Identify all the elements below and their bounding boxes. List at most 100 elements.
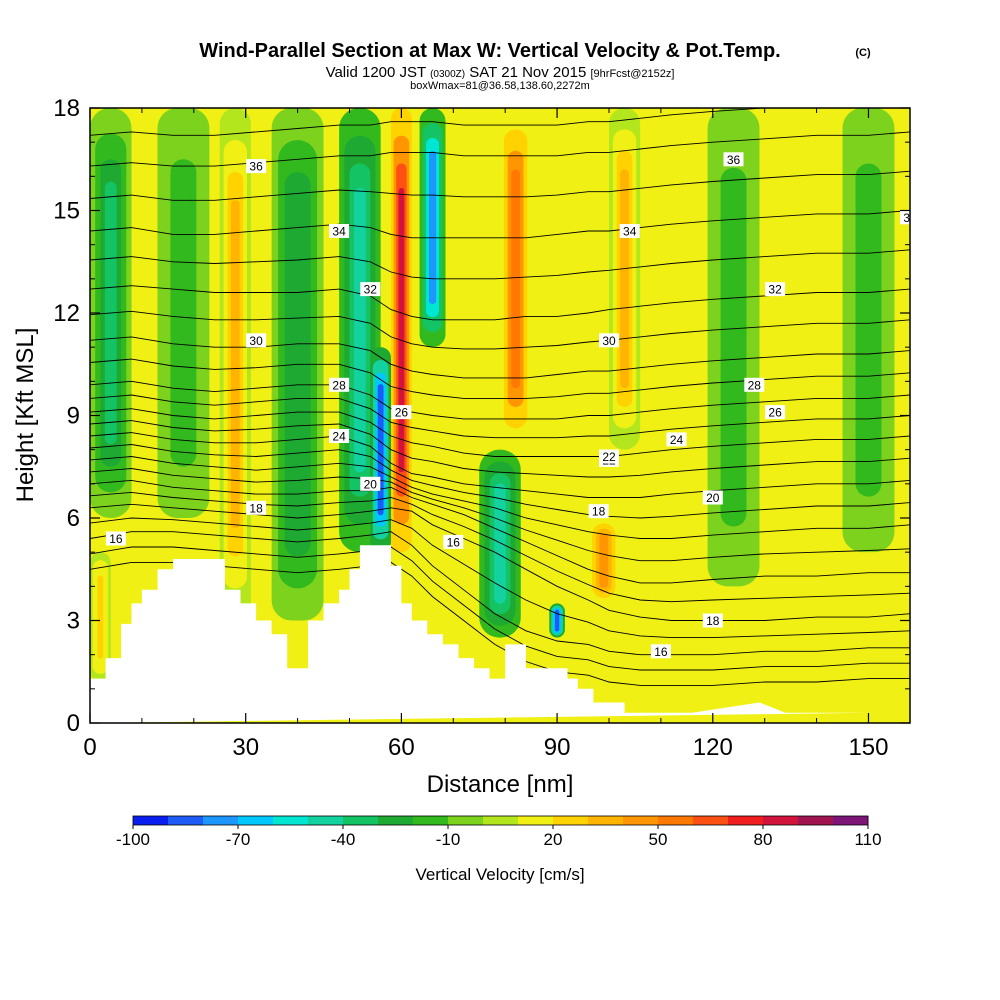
contour-label-box xyxy=(900,210,910,225)
x-tick-label: 150 xyxy=(848,734,888,761)
contour-label-box xyxy=(702,613,723,628)
velocity-downdraft-band xyxy=(377,384,384,516)
y-tick-label: 15 xyxy=(53,198,80,225)
isentrope-22 xyxy=(90,456,910,539)
colorbar-swatch xyxy=(133,816,169,825)
chart-title: Wind-Parallel Section at Max W: Vertical… xyxy=(199,40,780,62)
subtitle-zulu: (0300Z) xyxy=(430,69,465,80)
colorbar-swatch xyxy=(483,816,519,825)
contour-label: 28 xyxy=(329,377,350,392)
colorbar-swatch xyxy=(588,816,624,825)
contour-label-text: 16 xyxy=(654,645,668,659)
y-tick-label: 0 xyxy=(67,710,80,737)
contour-label: 36 xyxy=(246,159,267,174)
colorbar-swatch xyxy=(343,816,379,825)
contour-label: 20 xyxy=(360,476,381,491)
subtitle-date: SAT 21 Nov 2015 xyxy=(469,64,586,81)
isentrope-14 xyxy=(90,561,910,686)
contour-label-text: 36 xyxy=(727,153,741,167)
y-tick-label: 9 xyxy=(67,403,80,430)
colorbar-swatch xyxy=(833,816,869,825)
colorbar: -100 -70 -40 -10 20 50 80 110 xyxy=(116,815,882,849)
contour-label: 30 xyxy=(599,333,619,348)
chart-subtitle-box: boxWmax=81@36.58,138.60,2272m xyxy=(410,80,590,92)
contour-label-box xyxy=(765,282,786,297)
contour-label: 36 xyxy=(723,152,744,167)
contour-label: 18 xyxy=(246,500,267,515)
contour-label: 16 xyxy=(443,534,464,549)
x-tick-label: 30 xyxy=(232,734,259,761)
isentrope-31 xyxy=(90,310,910,350)
contour-label: 18 xyxy=(588,504,609,519)
colorbar-tick-label: -70 xyxy=(226,830,251,849)
terrain-mask xyxy=(90,545,869,723)
contour-label: 18 xyxy=(702,613,723,628)
contour-label-box xyxy=(329,429,350,443)
chart-title-block: Wind-Parallel Section at Max W: Vertical… xyxy=(199,40,871,92)
x-axis-label: Distance [nm] xyxy=(427,771,574,798)
velocity-updraft-band xyxy=(511,169,520,389)
colorbar-swatch xyxy=(763,816,799,825)
velocity-downdraft-band xyxy=(726,194,741,501)
contour-label: 20 xyxy=(702,490,723,505)
isentrope-34 xyxy=(90,210,910,239)
isentrope-17 xyxy=(90,517,910,639)
contour-label-text: 20 xyxy=(364,477,378,491)
contour-label-box xyxy=(599,333,619,348)
colorbar-tick-label: 50 xyxy=(649,830,668,849)
velocity-downdraft-band xyxy=(861,187,876,473)
contour-label-text: 22 xyxy=(602,450,616,464)
plot-area: 3634323028262422201816363434323028262422… xyxy=(90,108,917,723)
contour-label-text: 32 xyxy=(364,283,378,297)
x-tick-label: 0 xyxy=(83,734,96,761)
colorbar-swatch xyxy=(658,816,694,825)
contour-label-box xyxy=(391,405,412,420)
colorbar-swatch xyxy=(553,816,589,825)
x-tick-label: 120 xyxy=(693,734,733,761)
y-tick-label: 6 xyxy=(67,505,80,532)
contour-label-text: 18 xyxy=(249,501,263,515)
contour-label-text: 34 xyxy=(332,225,346,239)
contour-label: 24 xyxy=(666,432,687,447)
colorbar-swatch xyxy=(308,816,344,825)
contour-label: 32 xyxy=(765,282,786,297)
contour-label: 34 xyxy=(900,210,917,225)
contour-label-box xyxy=(588,504,609,519)
colorbar-tick-label: -10 xyxy=(436,830,461,849)
isentrope-24 xyxy=(90,432,910,498)
colorbar-swatch xyxy=(273,816,309,825)
velocity-downdraft-band xyxy=(494,483,506,604)
contour-label-text: 30 xyxy=(602,334,616,348)
contour-label-box xyxy=(329,377,350,392)
colorbar-label: Vertical Velocity [cm/s] xyxy=(415,865,584,884)
contour-label-text: 28 xyxy=(748,378,762,392)
y-tick-label: 12 xyxy=(53,300,80,327)
y-axis-label: Height [Kft MSL] xyxy=(12,328,39,503)
contour-label-text: 32 xyxy=(768,283,782,297)
colorbar-swatch xyxy=(448,816,484,825)
contour-label-text: 36 xyxy=(249,160,263,174)
colorbar-swatch xyxy=(238,816,274,825)
isentrope-26 xyxy=(90,408,910,457)
contour-label-box xyxy=(650,644,671,659)
colorbar-tick-label: 80 xyxy=(754,830,773,849)
contour-label-box xyxy=(666,432,687,447)
velocity-updraft-band xyxy=(230,200,240,529)
contour-label-text: 16 xyxy=(109,532,123,546)
isentrope-32 xyxy=(90,285,910,321)
contour-label-box xyxy=(105,531,126,546)
isentrope-27 xyxy=(90,394,910,439)
colorbar-swatch xyxy=(728,816,764,825)
contour-label: 30 xyxy=(246,333,267,348)
colorbar-tick-label: 110 xyxy=(854,830,881,849)
velocity-downdraft-band xyxy=(354,187,366,473)
chart-title-mark: (C) xyxy=(855,47,871,59)
contour-label-box xyxy=(246,333,267,348)
contour-label: 34 xyxy=(329,224,350,239)
colorbar-tick-label: 20 xyxy=(544,830,563,849)
contour-label-text: 28 xyxy=(332,378,346,392)
contour-label-box xyxy=(599,449,619,464)
contour-label-text: 34 xyxy=(903,211,917,225)
contour-label-text: 30 xyxy=(249,334,263,348)
